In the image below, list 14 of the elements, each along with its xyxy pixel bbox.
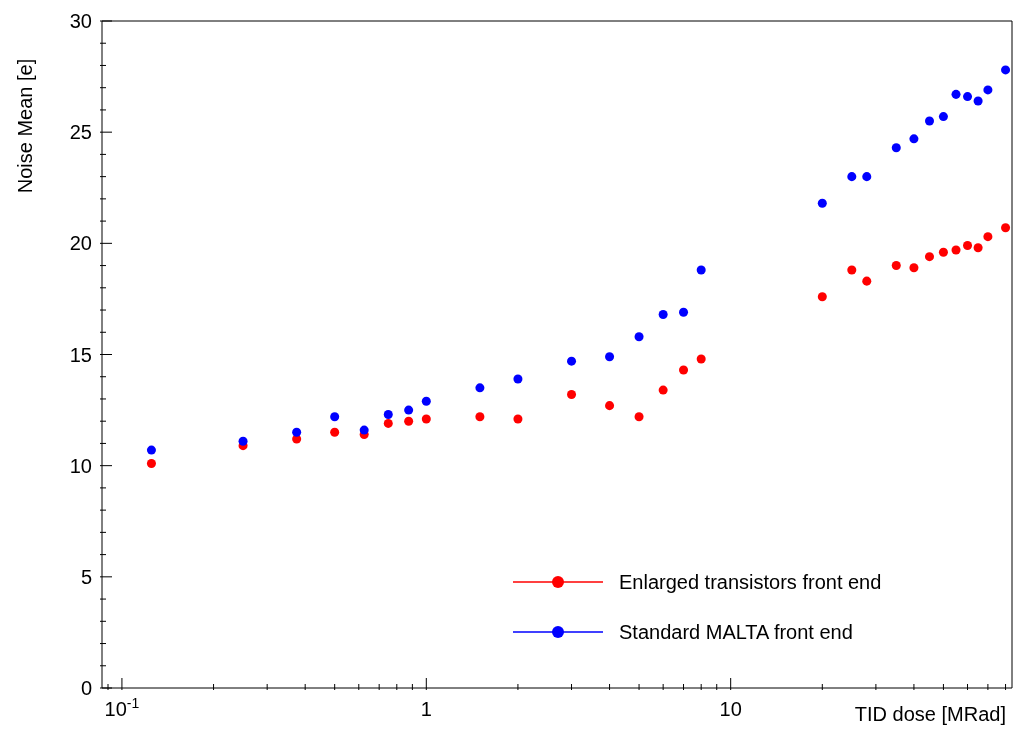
x-tick-label: 10: [719, 698, 742, 720]
y-axis-title: Noise Mean [e]: [14, 58, 36, 194]
y-tick-label: 0: [80, 677, 92, 699]
x-tick-label: 10$^{-1}$: [104, 695, 140, 720]
legend-label: Standard MALTA front end: [619, 620, 853, 644]
y-tick-label: 30: [69, 10, 92, 32]
y-tick-label: 25: [69, 121, 92, 144]
x-tick-label: 1: [420, 698, 432, 720]
x-axis-title: TID dose [MRad]: [854, 703, 1006, 725]
legend-label: Enlarged transistors front end: [619, 570, 882, 594]
y-tick-label: 20: [69, 232, 92, 255]
y-tick-label: 15: [69, 343, 92, 366]
y-tick-label: 10: [69, 454, 92, 477]
y-tick-label: 5: [80, 565, 92, 588]
